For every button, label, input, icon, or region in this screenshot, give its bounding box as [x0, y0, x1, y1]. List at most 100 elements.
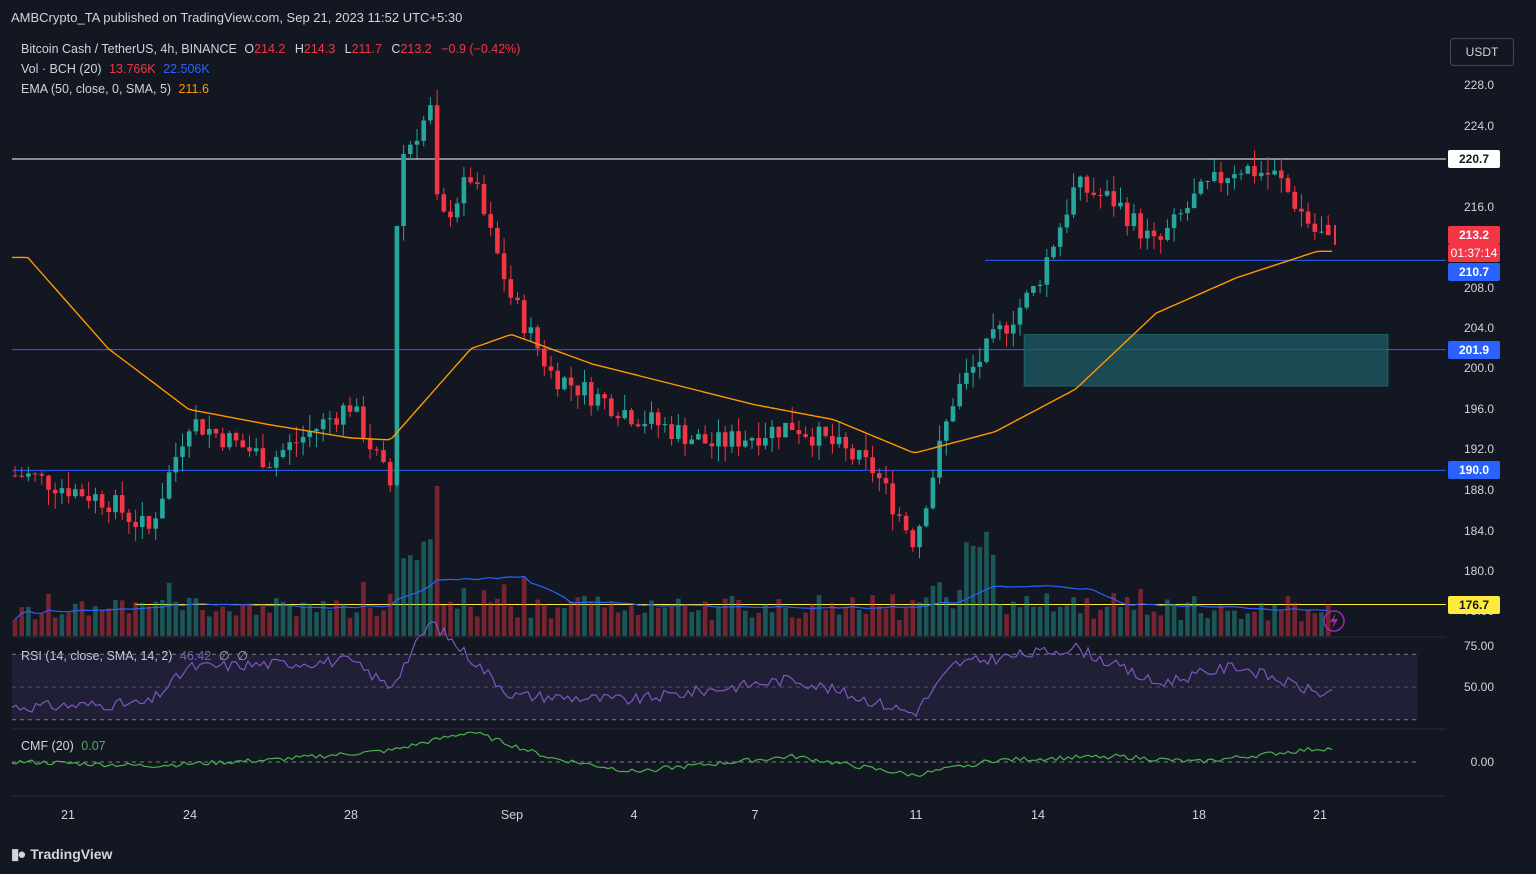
volume-bar	[622, 610, 627, 636]
candle-body	[615, 415, 621, 419]
volume-bar	[1057, 606, 1063, 636]
candle-body	[897, 514, 902, 516]
candle-body	[354, 406, 359, 412]
bolt-circle	[1323, 610, 1345, 632]
candle-body	[428, 105, 433, 121]
volume-bar	[1024, 596, 1029, 636]
volume-bar	[635, 614, 641, 636]
candle-body	[361, 406, 366, 439]
volume-bar	[883, 608, 889, 636]
volume-bar	[207, 616, 212, 636]
volume-bar	[240, 604, 246, 636]
candle-body	[394, 226, 400, 486]
volume-bar	[1104, 606, 1110, 636]
candle-body	[602, 394, 607, 399]
candle-body	[220, 433, 225, 448]
candle-body	[314, 429, 319, 432]
rsi-axis-label: 75.00	[1463, 639, 1494, 653]
candle-body	[1212, 172, 1217, 181]
volume-bar	[696, 610, 701, 636]
candle-body	[722, 432, 728, 447]
volume-bar	[495, 598, 500, 636]
level-badge-176: 176.7	[1448, 596, 1500, 614]
candle-body	[166, 472, 172, 499]
volume-bar	[729, 596, 735, 636]
volume-bar	[964, 542, 969, 636]
candle-body	[877, 473, 882, 479]
candle-body	[649, 412, 654, 424]
volume-bar	[341, 603, 346, 636]
candle-body	[26, 473, 31, 477]
volume-bar	[763, 604, 768, 636]
time-axis-label: 4	[630, 808, 638, 822]
candle-body	[736, 431, 741, 447]
tradingview-wordmark: TradingView	[30, 846, 113, 862]
candle-body	[247, 447, 252, 452]
candle-body	[655, 412, 661, 426]
rsi-axis-label: 50.00	[1463, 680, 1494, 694]
price-axis-label: 224.0	[1463, 119, 1494, 133]
candle-body	[1078, 176, 1083, 188]
candle-body	[562, 377, 567, 390]
candle-body	[421, 120, 426, 141]
volume-bar	[86, 615, 91, 636]
volume-bar	[602, 607, 607, 636]
candle-body	[883, 478, 889, 484]
candle-body	[555, 370, 560, 390]
candle-body	[1151, 230, 1157, 237]
candle-body	[595, 394, 601, 406]
volume-bar	[843, 607, 849, 636]
candle-body	[46, 475, 51, 490]
candle-body	[1299, 208, 1304, 212]
candle-body	[984, 338, 989, 362]
candle-body	[1198, 181, 1204, 194]
candle-body	[810, 436, 815, 446]
tradingview-logo[interactable]: ▮● TradingView	[11, 845, 112, 863]
candle-body	[856, 450, 862, 460]
volume-bar	[1205, 618, 1210, 636]
volume-bar	[930, 585, 936, 636]
demand-zone	[1023, 333, 1389, 387]
volume-bar	[387, 594, 393, 636]
volume-bar	[461, 588, 467, 636]
price-axis-label: 216.0	[1463, 200, 1494, 214]
candle-body	[957, 383, 962, 407]
candle-body	[1185, 208, 1190, 214]
replay-bolt-icon	[1323, 610, 1345, 632]
candle-body	[548, 366, 554, 371]
volume-bar	[475, 616, 480, 636]
candle-body	[374, 449, 380, 451]
candle-body	[776, 426, 782, 438]
last-candle-marker	[1334, 225, 1336, 245]
candle-body	[454, 203, 460, 218]
candle-body	[622, 410, 627, 419]
volume-bar	[903, 608, 909, 636]
volume-bar	[850, 597, 855, 636]
time-axis-label: 18	[1192, 808, 1206, 822]
candle-body	[233, 432, 239, 441]
volume-bar	[796, 618, 802, 636]
volume-bar	[682, 605, 688, 636]
volume-bar	[1111, 593, 1117, 636]
ema-label: EMA (50, close, 0, SMA, 5)	[21, 82, 172, 96]
volume-bar	[595, 596, 601, 636]
volume-bar	[1078, 613, 1083, 636]
candle-body	[99, 494, 105, 508]
currency-button[interactable]: USDT	[1450, 38, 1514, 66]
candle-body	[59, 488, 65, 494]
candle-body	[113, 495, 118, 513]
candle-body	[300, 436, 306, 443]
candle-body	[1064, 214, 1070, 228]
candle-body	[910, 530, 916, 548]
candle-body	[86, 496, 91, 501]
ema-value: 211.6	[178, 82, 209, 96]
candle-body	[950, 406, 956, 422]
candle-body	[1057, 227, 1063, 247]
candle-body	[1084, 176, 1090, 193]
candle-body	[1325, 224, 1331, 236]
volume-bar	[1245, 613, 1251, 636]
volume-bar	[1258, 603, 1264, 636]
candle-body	[1191, 193, 1197, 209]
candle-body	[1238, 173, 1244, 175]
